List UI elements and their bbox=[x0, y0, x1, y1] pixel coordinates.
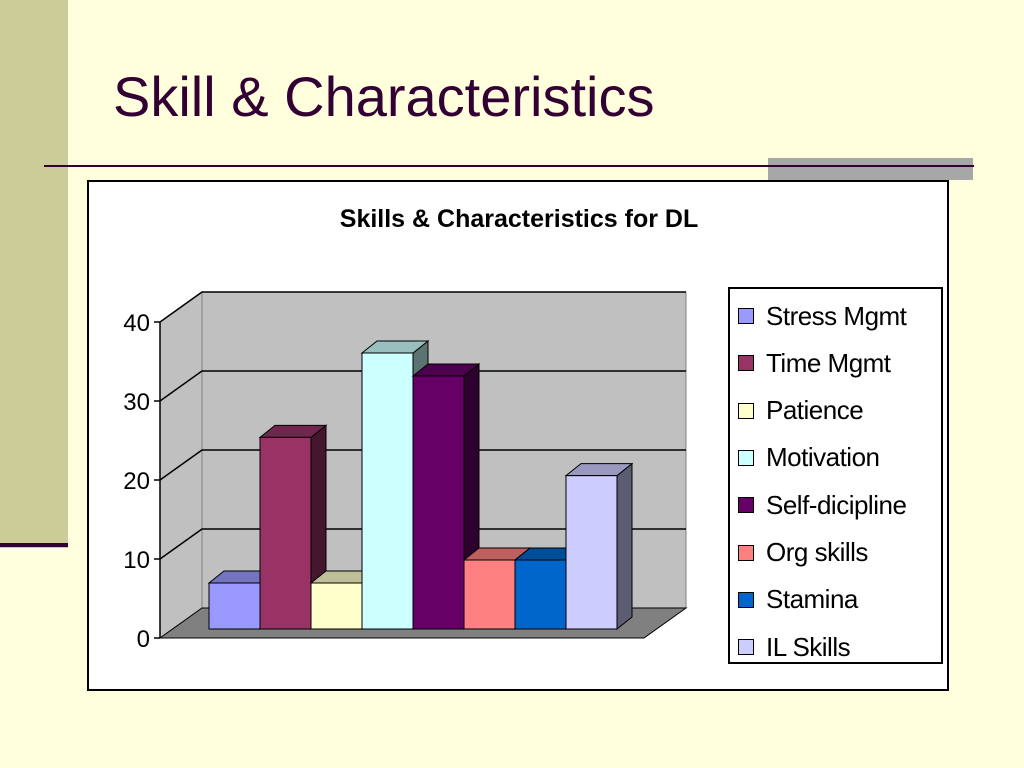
legend-item: Time Mgmt bbox=[738, 348, 891, 378]
legend-label: IL Skills bbox=[766, 631, 851, 662]
title-rule bbox=[44, 165, 974, 167]
legend-label: Patience bbox=[766, 395, 864, 426]
bar-side bbox=[616, 462, 633, 631]
gridline bbox=[159, 291, 686, 323]
legend-label: Org skills bbox=[766, 537, 868, 567]
legend-item: Self-dicipline bbox=[738, 489, 907, 520]
bar bbox=[259, 436, 312, 630]
bar bbox=[565, 475, 618, 630]
bar bbox=[310, 582, 363, 630]
legend-label: Self-dicipline bbox=[766, 489, 907, 520]
legend-label: Stamina bbox=[766, 584, 858, 615]
y-tick-label: 10 bbox=[123, 547, 150, 574]
left-band bbox=[0, 0, 68, 548]
legend-label: Time Mgmt bbox=[766, 347, 891, 378]
legend-swatch bbox=[738, 544, 754, 561]
legend-swatch bbox=[738, 402, 754, 419]
bar bbox=[463, 559, 516, 630]
gridline bbox=[159, 449, 686, 481]
legend-item: Patience bbox=[738, 395, 864, 426]
y-tick-label: 40 bbox=[123, 310, 150, 337]
legend-swatch bbox=[738, 355, 754, 372]
chart-legend: Stress Mgmt Time Mgmt Patience Motivation Se… bbox=[728, 287, 943, 664]
title-rule-accent-line bbox=[768, 165, 973, 167]
legend-item: Motivation bbox=[738, 442, 880, 473]
legend-swatch bbox=[738, 497, 754, 514]
legend-label: Stress Mgmt bbox=[766, 300, 907, 331]
legend-item: Org skills bbox=[738, 537, 868, 568]
bar bbox=[208, 582, 261, 630]
slide-title: Skill & Characteristics bbox=[113, 65, 655, 128]
y-tick-label: 30 bbox=[123, 389, 150, 416]
bar bbox=[412, 375, 465, 630]
legend-item: Stamina bbox=[738, 584, 858, 615]
legend-swatch bbox=[738, 308, 754, 324]
gridline bbox=[159, 370, 686, 402]
title-rule-accent bbox=[768, 158, 973, 180]
legend-item: Stress Mgmt bbox=[738, 300, 907, 331]
y-tick-label: 0 bbox=[137, 626, 150, 653]
legend-swatch bbox=[738, 449, 754, 466]
legend-swatch bbox=[738, 591, 754, 608]
legend-item: IL Skills bbox=[738, 631, 851, 662]
chart-title: Skills & Characteristics for DL bbox=[339, 205, 699, 233]
gridline bbox=[159, 528, 686, 560]
y-tick-label: 20 bbox=[123, 468, 150, 495]
bar bbox=[361, 352, 414, 630]
bar bbox=[514, 559, 567, 630]
legend-swatch bbox=[738, 639, 754, 656]
left-band-rule bbox=[0, 543, 68, 547]
legend-label: Motivation bbox=[766, 442, 880, 473]
